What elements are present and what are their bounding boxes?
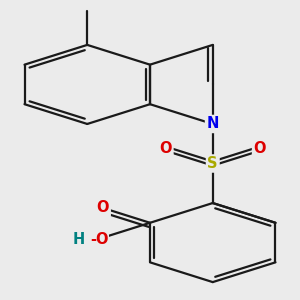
Text: H: H <box>73 232 85 247</box>
Text: O: O <box>97 200 109 215</box>
Text: O: O <box>254 141 266 156</box>
Text: O: O <box>159 141 172 156</box>
Text: N: N <box>207 116 219 131</box>
Text: -O: -O <box>90 232 109 247</box>
Text: S: S <box>208 156 218 171</box>
